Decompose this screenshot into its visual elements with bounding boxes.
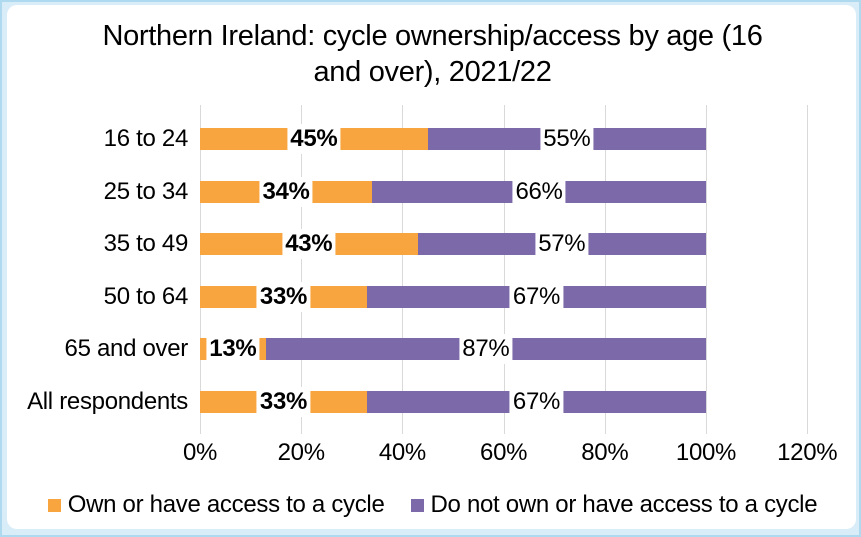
bar-label-own-cycle: 33% (256, 386, 311, 417)
bar-label-no-cycle: 57% (535, 229, 589, 259)
legend: Own or have access to a cycle Do not own… (2, 488, 859, 522)
gridline (402, 105, 404, 434)
x-axis-tick-label: 100% (675, 439, 737, 466)
bar-label-no-cycle: 66% (512, 176, 566, 207)
category-label: 25 to 34 (103, 177, 189, 205)
bar-label-own-cycle: 33% (256, 281, 311, 312)
bar-label-no-cycle: 87% (459, 334, 513, 364)
chart-title-line-1: Northern Ireland: cycle ownership/access… (102, 20, 763, 52)
legend-swatch-no-cycle-icon (410, 498, 424, 512)
x-axis-tick-label: 80% (581, 439, 629, 466)
chart-title: Northern Ireland: cycle ownership/access… (2, 18, 859, 90)
bar-label-own-cycle: 34% (259, 176, 313, 207)
category-label: 35 to 49 (103, 230, 189, 257)
bar-label-no-cycle: 67% (509, 386, 564, 417)
category-label: 16 to 24 (103, 125, 189, 152)
bar-label-no-cycle: 67% (509, 281, 564, 312)
gridline (503, 105, 505, 434)
x-axis-tick-label: 120% (777, 439, 838, 466)
gridline (807, 105, 809, 434)
bar-label-own-cycle: 13% (206, 334, 260, 364)
legend-item-no-cycle: Do not own or have access to a cycle (410, 491, 818, 519)
chart-area[interactable] (7, 5, 856, 529)
bar-label-no-cycle: 55% (540, 124, 594, 154)
bar-label-own-cycle: 45% (287, 124, 341, 154)
x-axis-tick-label: 40% (378, 439, 426, 466)
bar-label-own-cycle: 43% (282, 229, 336, 259)
category-label: 65 and over (64, 335, 189, 362)
x-axis-tick-label: 60% (480, 439, 528, 466)
category-label: All respondents (27, 387, 188, 415)
gridline (200, 105, 201, 434)
legend-label-no-cycle: Do not own or have access to a cycle (430, 491, 818, 518)
category-label: 50 to 64 (103, 282, 189, 310)
legend-item-own-cycle: Own or have access to a cycle (47, 491, 385, 519)
x-axis-tick-label: 20% (277, 439, 325, 466)
legend-swatch-own-cycle-icon (47, 498, 61, 512)
gridline (604, 105, 606, 434)
legend-label-own-cycle: Own or have access to a cycle (67, 491, 385, 518)
gridline (706, 105, 707, 434)
x-axis-tick-label: 0% (182, 439, 218, 466)
gridline (301, 105, 303, 434)
chart-title-line-2: and over), 2021/22 (313, 56, 552, 88)
